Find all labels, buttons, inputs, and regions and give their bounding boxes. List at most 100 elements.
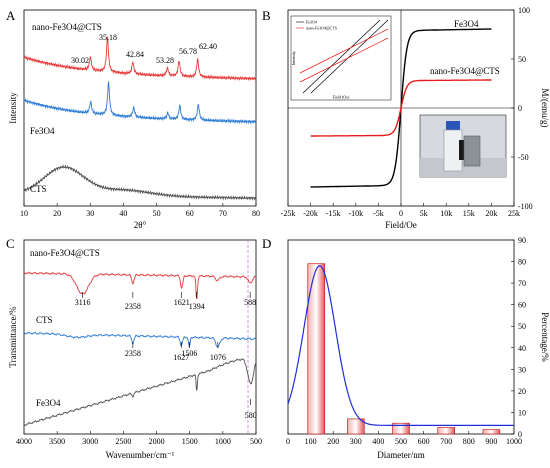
panel-d-bar-1 <box>346 418 365 435</box>
panel-b: B -25k -20k -15k -10k -5k 0 5k 10k 15k 20k 25k -10… <box>262 6 550 230</box>
panel-c-series-1 <box>23 331 257 348</box>
panel-c-xtick-label-1500: 1500 <box>182 437 198 446</box>
panel-b-series-label-fe: Fe3O4 <box>454 19 479 29</box>
panel-c-xtick-label-3000: 3000 <box>82 437 98 446</box>
panel-c-series-label-cts: CTS <box>36 315 53 325</box>
panel-a-label: A <box>6 8 16 23</box>
panel-d-ytick-label-40: 40 <box>518 344 526 353</box>
panel-d-ytick-label-90: 90 <box>518 236 526 245</box>
panel-d-bar-0 <box>307 263 326 435</box>
panel-a-series-0 <box>23 36 257 82</box>
panel-d-ytick-label-50: 50 <box>518 322 526 331</box>
panel-a-xtick-label-40: 40 <box>119 209 127 218</box>
panel-b-xtick-label-9: 20k <box>485 209 497 218</box>
vial-photo <box>419 114 507 178</box>
panel-c-frame <box>23 239 257 435</box>
panel-d-ytick-label-70: 70 <box>518 279 526 288</box>
peak-label-42: 42.84 <box>126 50 144 59</box>
vial-photo-table <box>420 158 506 177</box>
panel-b-xtick-label-10: 25k <box>508 209 520 218</box>
panel-a-series-label-fe: Fe3O4 <box>30 126 55 136</box>
inset-line-black-1 <box>302 19 381 94</box>
panel-c-xtick-label-500: 500 <box>250 437 262 446</box>
peak-label-30: 30.02 <box>71 56 89 65</box>
panel-c-xtick-label-2500: 2500 <box>115 437 131 446</box>
panel-c-xtick-label-3500: 3500 <box>49 437 65 446</box>
inset-line-red-1 <box>299 37 389 83</box>
panel-a: A Intensity 2θ° 10 20 30 40 50 60 70 80 30.02 3… <box>6 8 260 230</box>
panel-b-xlabel: Field/Oe <box>385 220 417 230</box>
panel-b-label: B <box>262 8 271 23</box>
panel-d-xtick-label-600: 600 <box>418 437 430 446</box>
panel-c-label: C <box>6 236 15 251</box>
panel-b-ytick-label-50: 50 <box>518 55 526 64</box>
panel-b-xtick-label-8: 15k <box>463 209 475 218</box>
panel-d-ylabel: Percentage/% <box>540 312 550 362</box>
panel-d-ytick-label-10: 10 <box>518 408 526 417</box>
panel-d-xtick-label-300: 300 <box>350 437 362 446</box>
panel-a-frame <box>23 9 257 207</box>
panel-b-ylabel: M/(emu/g) <box>540 89 550 128</box>
panel-c-band-label-nano-0: 3116 <box>75 298 91 307</box>
panel-c-series-0 <box>23 271 256 300</box>
panel-a-xlabel: 2θ° <box>134 220 147 230</box>
panel-b-ytick-label--50: -50 <box>518 153 529 162</box>
panel-d-xtick-label-200: 200 <box>327 437 339 446</box>
panel-b-series-1 <box>310 79 492 137</box>
panel-c-band-label-cts-1: 1627 <box>173 353 189 362</box>
panel-a-xtick-label-50: 50 <box>153 209 161 218</box>
panel-b-xtick-label-6: 5k <box>420 209 428 218</box>
peak-label-62: 62.40 <box>199 42 217 51</box>
vial-black-deposit <box>459 140 464 160</box>
panel-d-ytick-label-30: 30 <box>518 365 526 374</box>
panel-c-band-label-nano-1: 2358 <box>125 302 141 311</box>
vial-cap-icon <box>446 121 460 130</box>
panel-d-xlabel: Diameter/nm <box>377 450 424 460</box>
peak-label-35: 35.18 <box>99 33 117 42</box>
panel-a-xtick-label-10: 10 <box>20 209 28 218</box>
panel-a-series-label-cts: CTS <box>30 184 47 194</box>
panel-c-xtick-label-4000: 4000 <box>16 437 32 446</box>
panel-a-ylabel: Intensity <box>8 92 18 124</box>
inset-line-black-2 <box>310 19 389 94</box>
panel-c-band-label-nano-4: 588 <box>244 298 256 307</box>
inset-frame <box>290 15 392 101</box>
panel-c-band-label-fe-0: 580 <box>245 411 257 420</box>
panel-d-ytick-label-0: 0 <box>518 430 522 439</box>
panel-a-series-1 <box>23 81 257 125</box>
panel-d-xtick-label-100: 100 <box>305 437 317 446</box>
panel-c-xtick-label-1000: 1000 <box>215 437 231 446</box>
panel-b-inset: Fe3O4 nano-Fe3O4@CTS Field (Oe) Intensit… <box>290 15 392 101</box>
panel-b-series-label-nano: nano-Fe3O4@CTS <box>430 66 500 76</box>
panel-d-bar-4 <box>482 429 501 435</box>
panel-a-xtick-label-30: 30 <box>86 209 94 218</box>
panel-b-xtick-label-7: 10k <box>440 209 452 218</box>
panel-c-ylabel: Transmittance/% <box>8 306 18 368</box>
panel-c-xlabel: Wavenumber/cm⁻¹ <box>106 450 175 460</box>
panel-a-series-label-nano: nano-Fe3O4@CTS <box>32 22 102 32</box>
panel-c-band-label-nano-3: 1394 <box>189 302 205 311</box>
panel-c-series-label-nano: nano-Fe3O4@CTS <box>30 248 100 258</box>
panel-b-ytick-label--100: -100 <box>518 202 533 211</box>
panel-c-band-label-cts-2: 1506 <box>181 349 197 358</box>
panel-d-xtick-label-500: 500 <box>395 437 407 446</box>
panel-d-fit-curve <box>287 265 514 426</box>
panel-a-series-2 <box>23 164 257 201</box>
panel-d-xtick-label-800: 800 <box>463 437 475 446</box>
panel-b-xtick-label-4: -5k <box>373 209 384 218</box>
panel-d-ytick-label-80: 80 <box>518 258 526 267</box>
panel-d-xtick-label-0: 0 <box>286 437 290 446</box>
panel-c-band-label-cts-0: 2358 <box>125 349 141 358</box>
panel-c-band-label-nano-2: 1621 <box>174 298 190 307</box>
panel-a-xtick-label-80: 80 <box>252 209 260 218</box>
panel-c: C Transmittance/% Wavenumber/cm⁻¹ 4000 35… <box>6 236 262 460</box>
inset-legend-nano: nano-Fe3O4@CTS <box>306 26 337 31</box>
panel-c-series-2 <box>23 358 257 427</box>
magnet-icon <box>463 135 481 167</box>
panel-d-xtick-label-900: 900 <box>485 437 497 446</box>
panel-d-xtick-label-400: 400 <box>372 437 384 446</box>
panel-b-xtick-label-2: -15k <box>326 209 341 218</box>
panel-d-ytick-label-60: 60 <box>518 301 526 310</box>
panel-b-xtick-label-3: -10k <box>348 209 363 218</box>
